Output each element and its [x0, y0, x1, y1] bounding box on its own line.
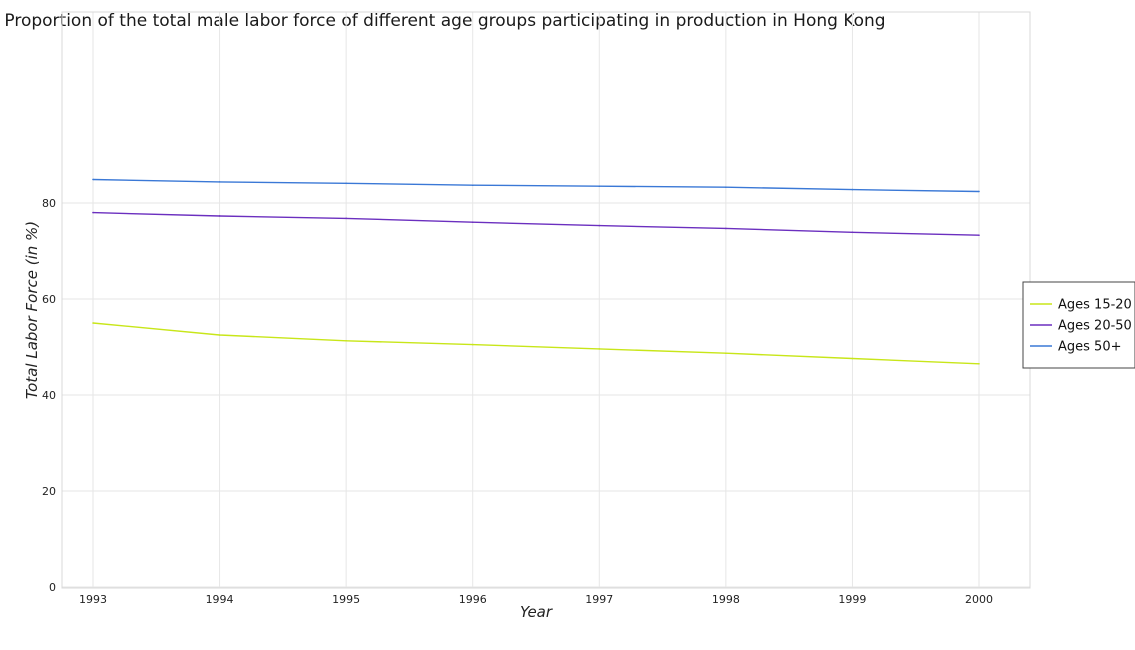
data-point	[471, 184, 474, 187]
x-tick-label: 1997	[585, 593, 613, 606]
data-point	[345, 339, 347, 342]
y-tick-label: 80	[42, 197, 56, 210]
data-point	[598, 224, 601, 227]
legend-label: Ages 50+	[1058, 340, 1121, 355]
data-point	[92, 322, 94, 324]
data-point	[978, 234, 980, 236]
data-point	[725, 186, 727, 188]
data-point	[851, 231, 854, 234]
legend-label: Ages 20-50	[1058, 319, 1132, 334]
data-point	[978, 363, 980, 365]
data-point	[725, 227, 727, 230]
data-point	[471, 343, 474, 346]
data-point	[345, 182, 347, 185]
x-tick-label: 1995	[332, 593, 360, 606]
series-line-2	[92, 211, 980, 236]
y-tick-label: 40	[42, 389, 56, 402]
data-point	[92, 211, 94, 214]
x-axis-label: Year	[520, 603, 553, 621]
x-tick-label: 1998	[712, 593, 740, 606]
series-line-1	[92, 322, 980, 365]
data-point	[851, 357, 854, 360]
x-tick-label: 2000	[965, 593, 993, 606]
data-point	[345, 217, 347, 220]
plot-frame	[61, 11, 1031, 589]
data-point	[725, 352, 727, 355]
data-point	[92, 178, 94, 181]
axis-ticks: 0 20 40 60 80 1993 1994 1995 1996 1997 1998 1999 200…	[42, 197, 993, 606]
data-point	[218, 181, 221, 183]
chart-title: Proportion of the total male labor force…	[4, 11, 885, 31]
y-tick-label: 60	[42, 293, 56, 306]
data-point	[598, 185, 601, 187]
data-point	[471, 221, 474, 223]
series-lines	[92, 178, 980, 365]
x-tick-label: 1994	[206, 593, 234, 606]
x-tick-label: 1996	[459, 593, 487, 606]
data-point	[851, 188, 854, 191]
x-tick-label: 1993	[79, 593, 107, 606]
data-point	[218, 215, 221, 217]
data-point	[598, 348, 601, 350]
series-line-3	[92, 178, 980, 193]
legend-label: Ages 15-20	[1058, 298, 1132, 313]
x-tick-label: 1999	[838, 593, 866, 606]
data-point	[978, 190, 980, 193]
y-tick-label: 0	[49, 581, 56, 594]
legend: Ages 15-20 Ages 20-50 Ages 50+	[1022, 281, 1135, 369]
data-point	[218, 334, 221, 336]
y-axis-label: Total Labor Force (in %)	[23, 221, 41, 399]
y-tick-label: 20	[42, 485, 56, 498]
grid	[62, 12, 1030, 588]
